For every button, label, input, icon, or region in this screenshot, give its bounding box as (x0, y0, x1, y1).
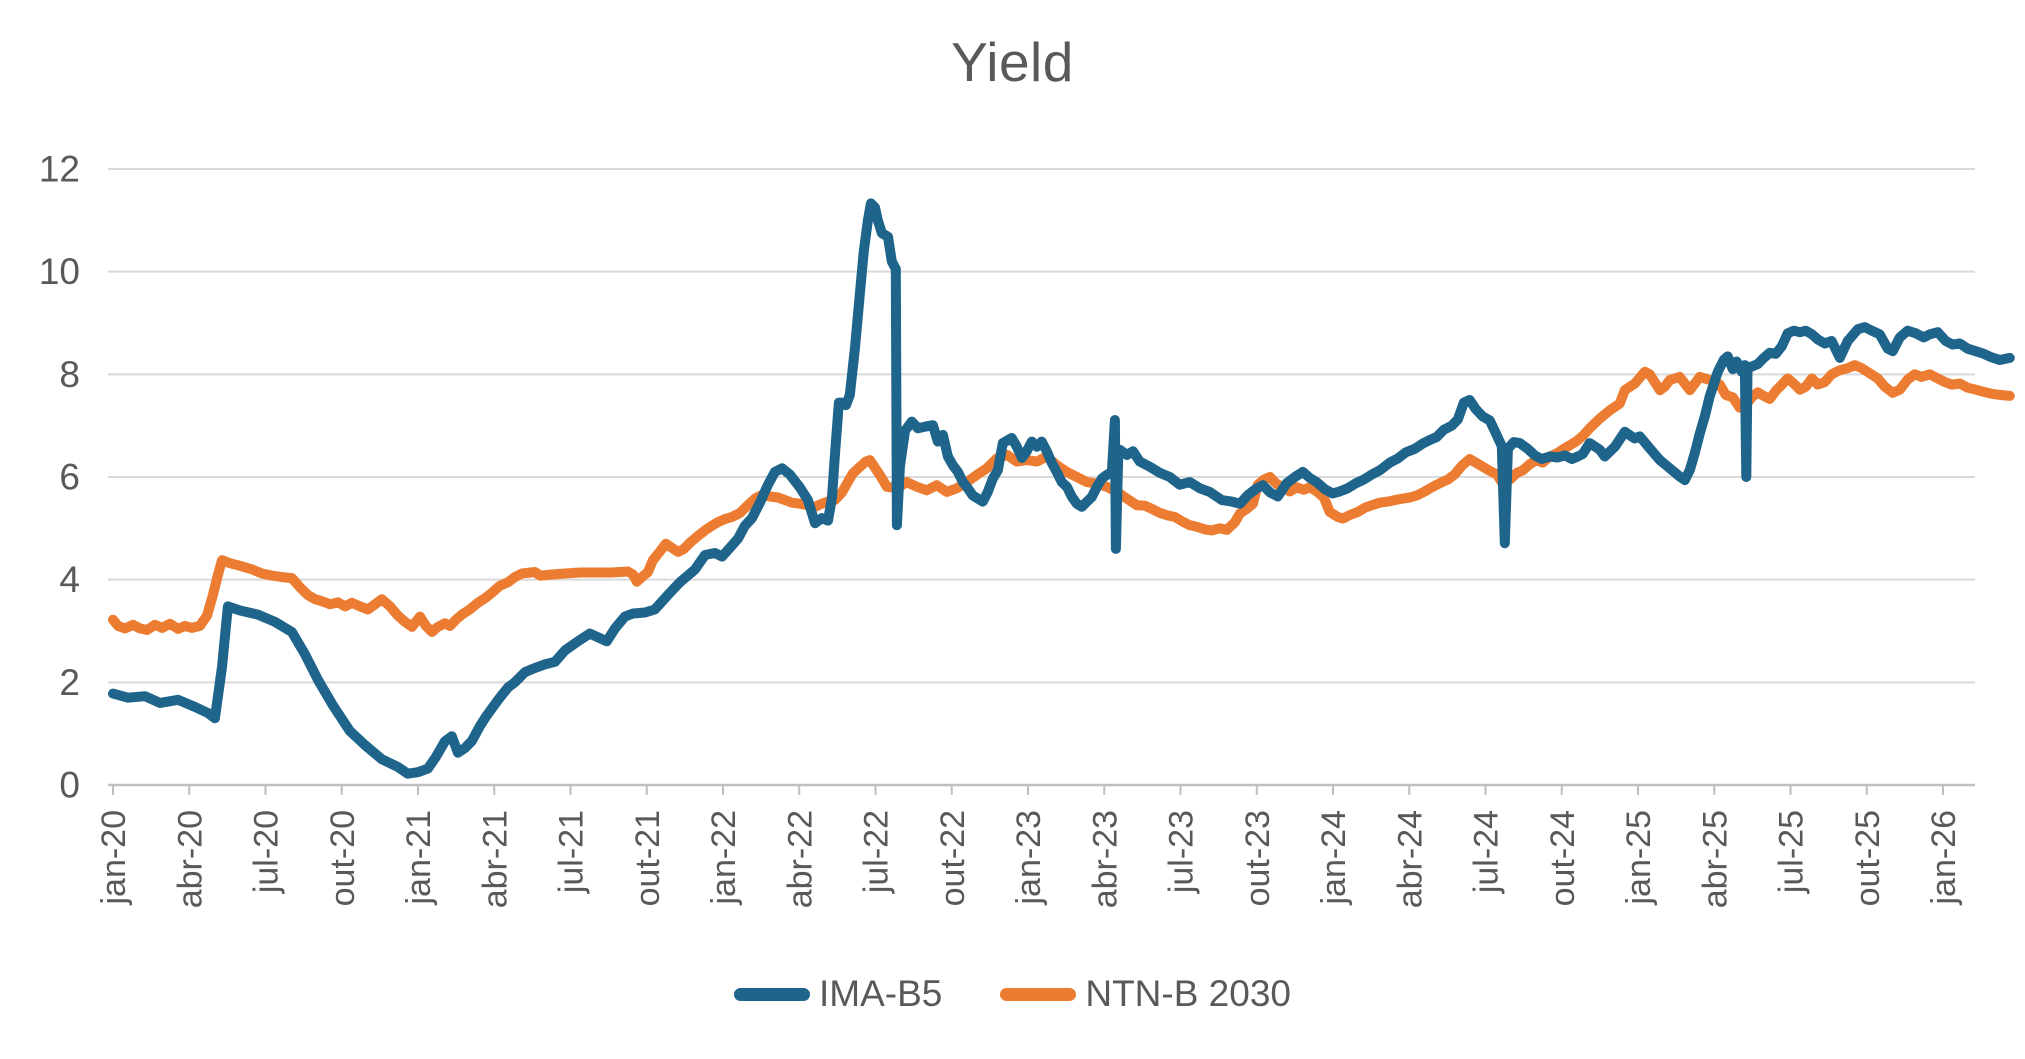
x-axis-tick-label: jul-21 (553, 810, 591, 894)
ntn-b-2030-line-swatch-icon (1000, 987, 1077, 1001)
x-axis-tick-label: out-24 (1544, 810, 1582, 906)
x-axis-tick-label: out-23 (1239, 810, 1277, 906)
y-axis-tick-label: 10 (39, 251, 80, 292)
series-line-ntn-b-2030 (108, 360, 2015, 637)
y-axis-tick-label: 12 (39, 149, 80, 190)
x-axis-tick-label: jul-22 (858, 810, 896, 894)
x-axis-tick-label: abr-20 (171, 810, 209, 908)
y-axis-tick-label: 8 (59, 354, 80, 395)
x-axis-tick-label: out-21 (629, 810, 667, 906)
x-axis-tick-label: abr-21 (476, 810, 514, 908)
legend-item-ima-b5: IMA-B5 (734, 973, 942, 1015)
x-axis-tick-label: jul-20 (248, 810, 286, 894)
y-axis-tick-label: 4 (59, 559, 80, 600)
y-axis-tick-label: 2 (59, 662, 80, 703)
x-axis-tick-label: out-20 (324, 810, 362, 906)
y-axis-tick-label: 6 (59, 457, 80, 498)
x-axis-tick-label: out-22 (934, 810, 972, 906)
legend-item-ntn-b-2030: NTN-B 2030 (1000, 973, 1291, 1015)
legend-label: IMA-B5 (819, 973, 943, 1014)
x-axis-tick-label: abr-25 (1696, 810, 1734, 908)
legend-label: NTN-B 2030 (1085, 973, 1291, 1014)
x-axis-tick-label: jul-24 (1468, 810, 1506, 894)
x-axis-tick-label: abr-22 (781, 810, 819, 908)
x-axis-tick-label: jan-25 (1620, 810, 1658, 906)
y-axis-tick-label: 0 (59, 765, 80, 806)
x-axis-tick-label: out-25 (1849, 810, 1887, 906)
legend: IMA-B5 NTN-B 2030 (0, 972, 2025, 1016)
x-axis-tick-label: jul-25 (1773, 810, 1811, 894)
x-axis-tick-label: abr-23 (1086, 810, 1124, 908)
ima-b5-line-swatch-icon (734, 987, 810, 1001)
x-axis-tick-label: jan-20 (95, 810, 133, 906)
x-axis-tick-label: jan-26 (1925, 810, 1963, 906)
x-axis-tick-label: jul-23 (1163, 810, 1201, 894)
chart-title: Yield (951, 31, 1074, 93)
x-axis-tick-label: jan-23 (1010, 810, 1048, 906)
x-axis-tick-label: jan-22 (705, 810, 743, 906)
x-axis-tick-label: abr-24 (1391, 810, 1429, 908)
x-axis-tick-label: jan-24 (1315, 810, 1353, 906)
x-axis-tick-label: jan-21 (400, 810, 438, 906)
series-line-ima-b5 (108, 198, 2015, 779)
